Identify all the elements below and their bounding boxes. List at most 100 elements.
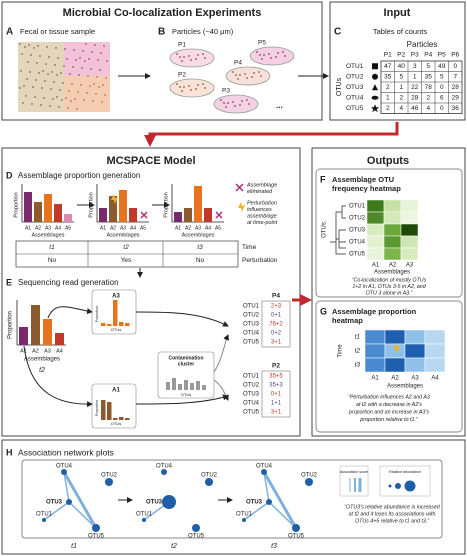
- sample-dot: [40, 104, 42, 106]
- heatmap-cell: [404, 329, 426, 345]
- label: OTU2: [243, 383, 260, 389]
- perturbation-icon: [238, 202, 245, 212]
- panel-box: [1, 147, 301, 437]
- tick-label: A3: [120, 225, 126, 231]
- table-cell: 4: [399, 105, 403, 112]
- node: [162, 495, 176, 509]
- perturbation-icon: [111, 194, 118, 204]
- node-label: OTU1: [136, 512, 153, 518]
- sample-dot: [20, 70, 22, 72]
- label: t3: [355, 362, 361, 369]
- sample-dot: [86, 92, 88, 94]
- node: [66, 499, 72, 505]
- node-label: OTU5: [88, 534, 105, 540]
- table-cell: 1: [413, 73, 417, 80]
- sample-dot: [79, 57, 81, 59]
- table-cell: 49: [438, 63, 446, 70]
- table-cell: 6: [440, 94, 444, 101]
- particle-dot: [227, 102, 229, 104]
- label: OTU1: [243, 304, 260, 310]
- sample-dot: [82, 50, 84, 52]
- edge: [262, 471, 298, 529]
- label: Fecal or tissue sample: [20, 27, 95, 36]
- edge: [62, 471, 98, 529]
- bar: [129, 208, 137, 222]
- particle-dot: [197, 54, 199, 56]
- sample-dot: [87, 75, 89, 77]
- sample-dot: [103, 45, 105, 47]
- table-cell: 40: [398, 63, 406, 70]
- sample-dot: [68, 90, 70, 92]
- sample-dot: [21, 53, 23, 55]
- label: Assemblage proportion: [332, 307, 417, 316]
- label: t2: [171, 543, 177, 550]
- label: “Perturbation influences A2 and A3: [348, 394, 430, 400]
- edge: [268, 501, 297, 529]
- label: Assemblages: [374, 270, 410, 276]
- bar: [125, 418, 130, 420]
- sample-dot: [69, 73, 71, 75]
- sample-dot: [54, 64, 56, 66]
- heatmap-cell: [400, 235, 419, 249]
- sample-dot: [84, 60, 86, 62]
- label: Tables of counts: [373, 27, 427, 36]
- table-cell: 0: [440, 105, 444, 112]
- label: 0+1: [271, 313, 282, 319]
- sample: [64, 42, 110, 76]
- label: Perturbation: [247, 200, 277, 206]
- sample-dot: [91, 51, 93, 53]
- label: Assemblage: [246, 182, 277, 188]
- label: at time-point: [247, 220, 278, 226]
- label: P2: [272, 363, 280, 370]
- tick-label: A4: [431, 376, 439, 382]
- label: 3+1: [271, 340, 282, 346]
- tick-label: A5: [215, 225, 221, 231]
- label: OTU5: [243, 340, 260, 346]
- particle: [169, 48, 215, 68]
- tick-label: A1: [25, 225, 31, 231]
- particle-dot: [183, 86, 185, 88]
- label: “Co-localization of mostly OTUs: [352, 277, 427, 283]
- table-cell: 5: [440, 73, 444, 80]
- particle-dot: [195, 88, 197, 90]
- otu-marker: [372, 73, 378, 80]
- label: OTU2: [243, 313, 260, 319]
- particle-dot: [258, 71, 260, 73]
- particle-dot: [248, 103, 250, 105]
- sample-dot: [19, 43, 21, 45]
- bar: [172, 378, 176, 390]
- label: frequency heatmap: [332, 184, 401, 193]
- label: OTUs: [181, 392, 191, 397]
- tick-label: A2: [32, 348, 39, 354]
- label: assemblage: [247, 213, 277, 219]
- column-header: P1: [384, 52, 392, 59]
- bar: [113, 300, 118, 326]
- bar: [101, 400, 106, 420]
- sample-dot: [92, 100, 94, 102]
- bar: [107, 324, 112, 326]
- bar: [64, 214, 72, 222]
- node-label: OTU2: [101, 473, 118, 479]
- bar: [174, 212, 182, 222]
- label: OTU5: [243, 410, 260, 416]
- label: 1+1: [271, 401, 282, 407]
- particle: [213, 94, 259, 114]
- panel-letter: B: [158, 27, 165, 38]
- label: Proportion: [8, 311, 14, 339]
- tick-label: A3: [45, 225, 51, 231]
- label: Proportion: [88, 192, 94, 217]
- heatmap-cell: [383, 235, 402, 249]
- node: [242, 518, 246, 522]
- table-cell: 2: [386, 84, 390, 91]
- tick-label: A4: [55, 225, 61, 231]
- particle-dot: [235, 74, 237, 76]
- read-box: [261, 300, 291, 348]
- arrow: [213, 334, 229, 373]
- bar: [44, 194, 52, 222]
- panel-letter: C: [334, 27, 341, 38]
- node: [42, 518, 46, 522]
- particle-dot: [190, 89, 192, 91]
- heatmap-cell: [364, 329, 386, 345]
- node-label: OTU3: [246, 500, 263, 506]
- sample-dot: [74, 98, 76, 100]
